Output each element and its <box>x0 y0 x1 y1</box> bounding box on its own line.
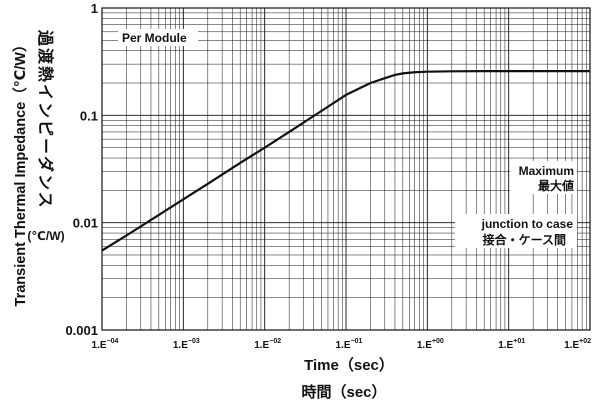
x-tick-label: 1.E+01 <box>498 338 525 351</box>
x-tick-label: 1.E−02 <box>254 338 281 351</box>
junction-jp-label: 接合・ケース間 <box>483 232 566 247</box>
per-module-annotation: Per Module <box>118 29 198 46</box>
plot-frame <box>101 7 591 331</box>
x-tick-label: 1.E−04 <box>92 338 119 351</box>
y-axis-title: Transient Thermal Impedance（℃/W） <box>11 38 29 307</box>
maximum-annotation: Maximum 最大値 <box>510 161 577 194</box>
x-axis-title: Time（sec） <box>304 356 394 374</box>
x-tick-label: 1.E−01 <box>336 338 363 351</box>
y-axis-unit-jp: (℃/W) <box>27 229 64 243</box>
tick-labels: 0.001 0.01 0.1 1 1.E−04 1.E−03 1.E−02 1.E−01 1.E… <box>65 1 591 351</box>
y-tick-label: 0.001 <box>65 323 98 338</box>
thermal-impedance-curve-0 <box>101 70 590 252</box>
x-tick-label: 1.E−03 <box>173 338 200 351</box>
x-tick-label: 1.E+00 <box>417 338 444 351</box>
maximum-en-label: Maximum <box>519 164 574 178</box>
x-tick-label: 1.E+02 <box>564 338 591 351</box>
series-layer <box>101 70 590 252</box>
x-axis-title-jp: 時間（sec） <box>301 383 386 401</box>
y-axis-title-jp: 過渡熱インピーダンス <box>36 29 55 210</box>
y-tick-label: 0.01 <box>73 216 98 231</box>
per-module-label: Per Module <box>122 31 187 45</box>
junction-en-label: junction to case <box>481 217 574 231</box>
y-tick-label: 1 <box>91 1 98 16</box>
junction-annotation: junction to case 接合・ケース間 <box>455 214 577 248</box>
maximum-jp-label: 最大値 <box>538 178 574 193</box>
y-tick-label: 0.1 <box>80 108 98 123</box>
